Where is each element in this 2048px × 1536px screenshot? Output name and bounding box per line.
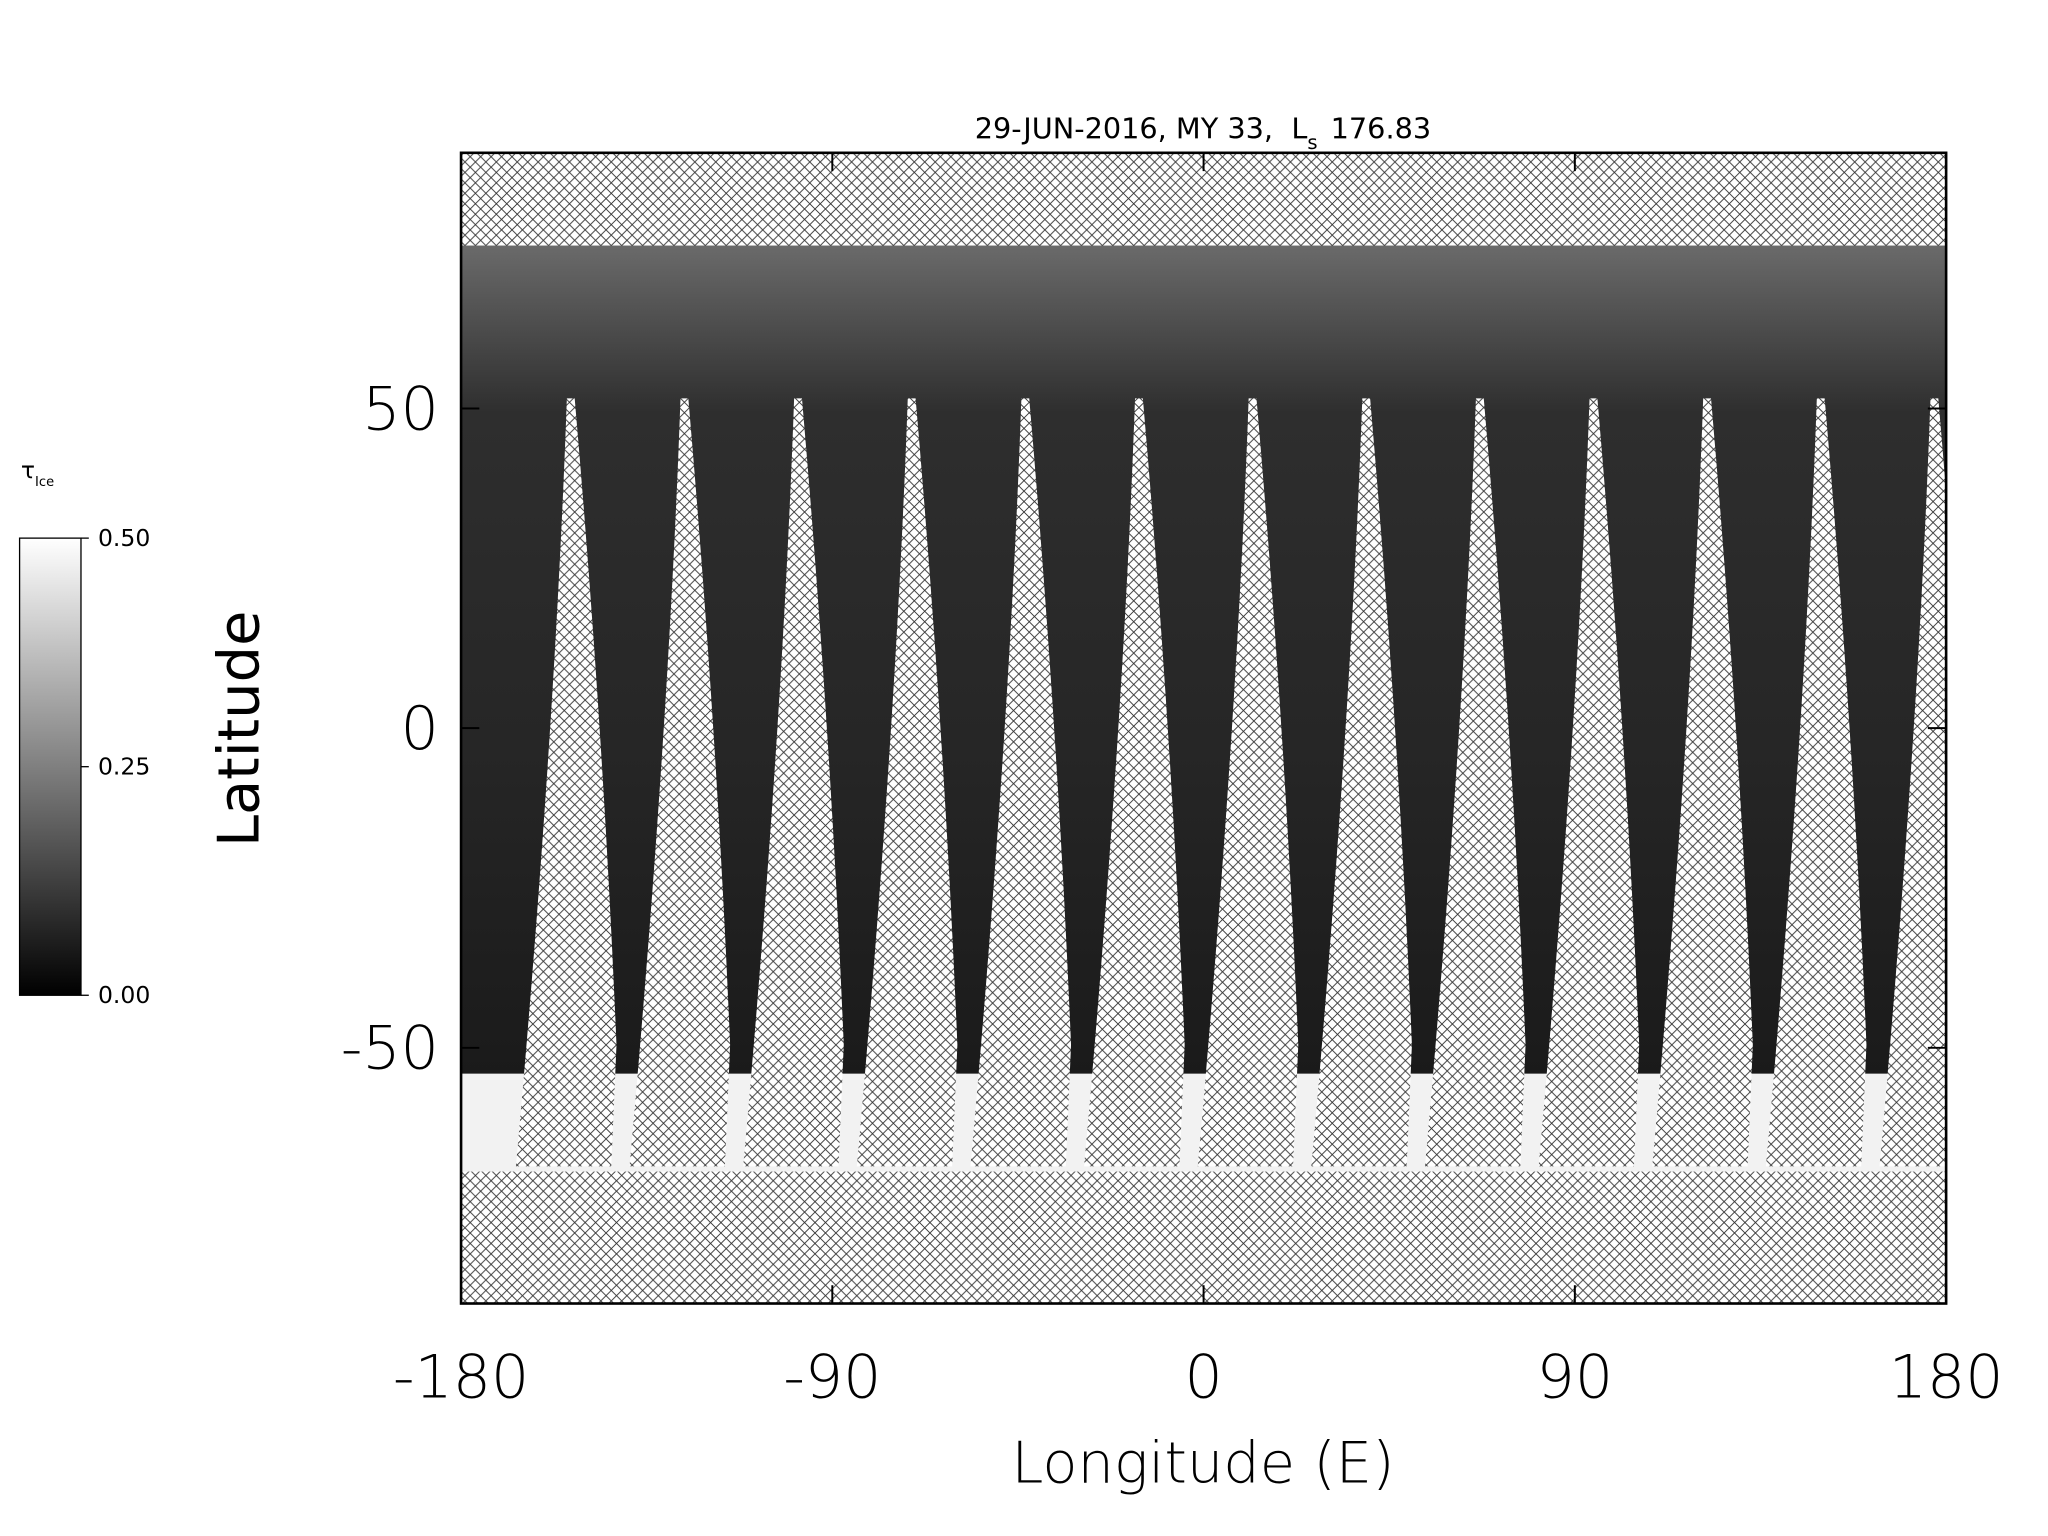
colorbar-symbol: τ xyxy=(21,456,35,484)
swath-gap xyxy=(970,398,1072,1167)
swath-gap xyxy=(1197,398,1299,1167)
swath-gap xyxy=(743,398,844,1167)
swath-gap xyxy=(1084,398,1185,1167)
x-tick-label: 90 xyxy=(1537,1343,1613,1413)
swath-gap xyxy=(1765,398,1867,1167)
title-subscript: s xyxy=(1307,131,1317,154)
swath-gap xyxy=(1879,398,1947,1167)
colorbar-tick-label: 0.50 xyxy=(98,524,150,552)
title-symbol: L xyxy=(1291,111,1307,145)
x-axis-label: Longitude (E) xyxy=(1011,1429,1394,1496)
colorbar xyxy=(18,537,82,996)
colorbar-subscript: Ice xyxy=(35,475,54,490)
title-value: 176.83 xyxy=(1331,111,1432,145)
x-tick-label: 180 xyxy=(1889,1343,2004,1413)
swath-gap xyxy=(856,398,958,1167)
swath-gap xyxy=(1538,398,1640,1167)
x-tick-label: -180 xyxy=(393,1343,529,1413)
swath-gap xyxy=(1652,398,1753,1167)
colorbar-label: τIce xyxy=(21,456,54,490)
x-tick-label: -90 xyxy=(783,1343,881,1413)
swath-gap xyxy=(515,398,617,1167)
swath-gap xyxy=(629,398,731,1167)
title-text: 29-JUN-2016, MY 33, xyxy=(975,111,1273,145)
colorbar-tick-label: 0.00 xyxy=(98,981,150,1009)
x-tick-label: 0 xyxy=(1184,1343,1222,1413)
colorbar-tick-label: 0.25 xyxy=(98,753,150,781)
y-axis-label: Latitude xyxy=(206,611,273,847)
swath-gap xyxy=(1424,398,1526,1167)
swath-gap xyxy=(1311,398,1412,1167)
y-tick-label: 50 xyxy=(362,374,438,444)
y-tick-label: -50 xyxy=(341,1014,439,1084)
chart-title: 29-JUN-2016, MY 33, Ls 176.83 xyxy=(975,111,1431,153)
map-image xyxy=(461,152,1947,1304)
y-tick-label: 0 xyxy=(401,694,439,764)
